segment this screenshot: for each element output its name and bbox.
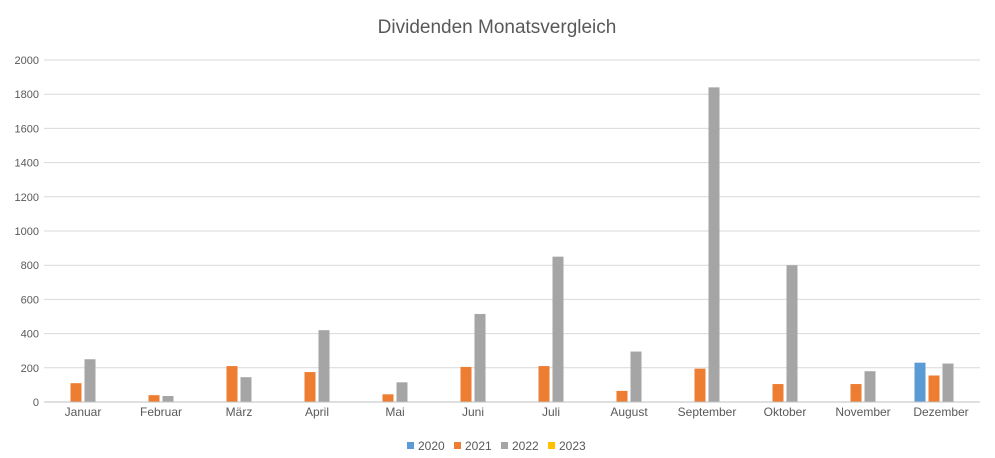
legend-label: 2022 bbox=[512, 439, 539, 453]
x-category-label: April bbox=[305, 405, 329, 419]
bar-2021-8 bbox=[694, 368, 706, 402]
y-tick-label: 1000 bbox=[15, 226, 39, 238]
bar-2022-6 bbox=[552, 256, 564, 402]
bar-2022-11 bbox=[942, 363, 954, 402]
y-tick-label: 600 bbox=[21, 294, 39, 306]
bar-2021-3 bbox=[304, 372, 316, 402]
y-axis-ticks: 0 200 400 600 800 1000 1200 1400 1600 1800 2000 bbox=[15, 55, 39, 409]
y-tick-label: 1800 bbox=[15, 89, 39, 101]
bar-2020-11 bbox=[914, 362, 926, 402]
legend-swatch bbox=[407, 442, 414, 449]
x-category-label: November bbox=[835, 405, 890, 419]
x-category-label: Mai bbox=[385, 405, 404, 419]
bar-2021-10 bbox=[850, 384, 862, 402]
y-tick-label: 1200 bbox=[15, 192, 39, 204]
bar-2022-9 bbox=[786, 265, 798, 402]
bar-2022-10 bbox=[864, 371, 876, 402]
x-category-label: September bbox=[678, 405, 737, 419]
bar-2022-0 bbox=[84, 359, 96, 402]
y-tick-label: 200 bbox=[21, 363, 39, 375]
y-tick-label: 800 bbox=[21, 260, 39, 272]
y-tick-label: 2000 bbox=[15, 55, 39, 67]
bar-2021-4 bbox=[382, 394, 394, 402]
legend-label: 2021 bbox=[465, 439, 492, 453]
x-category-label: August bbox=[610, 405, 648, 419]
legend: 2020 2021 2022 2023 bbox=[407, 439, 586, 453]
bar-2022-1 bbox=[162, 396, 174, 402]
bar-2021-0 bbox=[70, 383, 82, 402]
bar-2021-1 bbox=[148, 395, 160, 402]
bar-2021-6 bbox=[538, 366, 550, 402]
bar-2021-7 bbox=[616, 390, 628, 402]
legend-swatch bbox=[501, 442, 508, 449]
y-tick-label: 1400 bbox=[15, 158, 39, 170]
x-category-label: Oktober bbox=[764, 405, 807, 419]
bar-2021-2 bbox=[226, 366, 238, 402]
x-category-label: Februar bbox=[140, 405, 182, 419]
x-category-label: Juni bbox=[462, 405, 484, 419]
legend-label: 2020 bbox=[418, 439, 445, 453]
legend-label: 2023 bbox=[559, 439, 586, 453]
y-tick-label: 400 bbox=[21, 329, 39, 341]
bar-2021-9 bbox=[772, 384, 784, 402]
bar-2022-2 bbox=[240, 377, 252, 402]
bar-2022-4 bbox=[396, 382, 408, 402]
legend-swatch bbox=[454, 442, 461, 449]
bars bbox=[70, 87, 954, 403]
bar-2022-8 bbox=[708, 87, 720, 403]
bar-2021-5 bbox=[460, 366, 472, 402]
y-tick-label: 1600 bbox=[15, 123, 39, 135]
bar-2021-11 bbox=[928, 375, 940, 402]
gridlines bbox=[44, 59, 980, 369]
y-tick-label: 0 bbox=[33, 397, 39, 409]
x-category-label: Dezember bbox=[913, 405, 968, 419]
legend-swatch bbox=[548, 442, 555, 449]
bar-2022-5 bbox=[474, 313, 486, 402]
x-axis-categories: Januar Februar März April Mai Juni Juli August S… bbox=[65, 405, 969, 419]
chart-title: Dividenden Monatsvergleich bbox=[378, 17, 617, 38]
x-category-label: März bbox=[226, 405, 253, 419]
x-category-label: Juli bbox=[542, 405, 560, 419]
x-category-label: Januar bbox=[65, 405, 102, 419]
bar-2022-7 bbox=[630, 351, 642, 402]
bar-2022-3 bbox=[318, 330, 330, 402]
